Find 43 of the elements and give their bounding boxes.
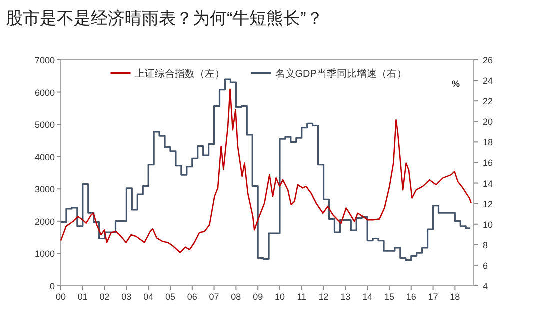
x-tick-label: 00 [56,292,66,302]
y2-axis-title: % [452,79,460,89]
y-tick-label: 3000 [34,184,55,195]
y2-tick-label: 8 [483,240,488,250]
y-tick-label: 5000 [34,120,55,130]
y2-tick-label: 18 [483,138,494,148]
y-tick-label: 2000 [34,216,55,227]
chart-title: 股市是不是经济晴雨表？为何“牛短熊长”？ [6,9,324,28]
y-tick-label: 6000 [34,88,55,98]
y2-tick-label: 6 [483,260,488,271]
y2-tick-label: 4 [483,282,488,292]
x-tick-label: 06 [187,292,198,302]
y2-tick-label: 10 [483,220,494,230]
legend-label: 名义GDP当季同比增速（右） [275,68,407,80]
x-tick-label: 13 [340,292,351,302]
x-tick-label: 15 [384,292,394,302]
y2-tick-label: 22 [483,96,494,107]
x-tick-label: 16 [406,292,416,302]
y2-tick-label: 16 [483,158,494,168]
y-tick-label: 0 [50,282,55,292]
x-tick-label: 10 [274,292,285,302]
x-tick-label: 11 [297,292,307,302]
y2-tick-label: 26 [483,56,494,66]
x-tick-label: 05 [165,292,176,302]
x-tick-label: 03 [122,292,132,302]
y2-tick-label: 12 [483,199,494,210]
y-tick-label: 4000 [34,152,55,162]
y-tick-label: 7000 [34,56,55,66]
x-tick-label: 04 [144,292,154,302]
x-tick-label: 02 [100,292,110,302]
y2-tick-label: 24 [483,76,494,86]
x-tick-label: 14 [362,292,373,302]
x-tick-label: 07 [209,292,220,302]
x-tick-label: 18 [450,292,460,302]
legend-label: 上证综合指数（左） [134,68,225,80]
y2-tick-label: 14 [483,178,494,189]
x-tick-label: 09 [253,292,264,302]
y-tick-label: 1000 [34,249,55,260]
x-tick-label: 12 [318,292,329,302]
x-tick-label: 01 [78,292,88,302]
x-tick-label: 08 [231,292,242,302]
y2-tick-label: 20 [483,117,494,128]
x-tick-label: 17 [428,292,438,302]
